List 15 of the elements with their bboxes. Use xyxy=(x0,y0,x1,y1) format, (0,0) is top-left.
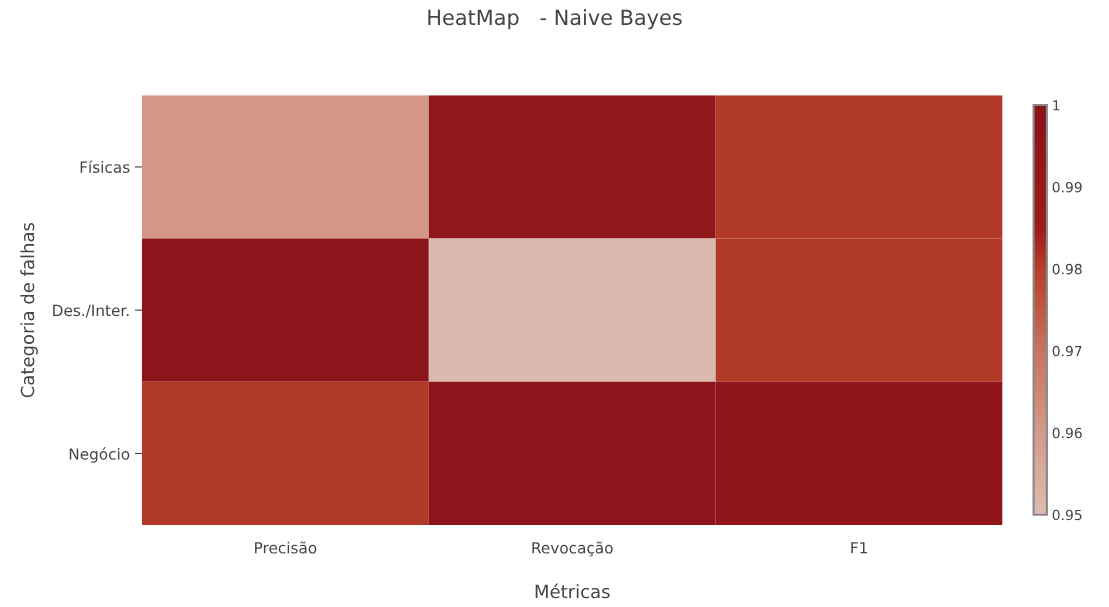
y-tick-label: Físicas xyxy=(80,160,130,173)
color-bar-label: 0.96 xyxy=(1052,427,1082,439)
x-axis-title: Métricas xyxy=(535,583,610,599)
y-tick-label: Des./Inter. xyxy=(53,304,129,318)
x-tick-label: Precisão xyxy=(255,541,317,554)
color-bar-label: 0.95 xyxy=(1052,509,1082,521)
color-bar-label: 0.97 xyxy=(1052,345,1082,357)
y-axis-title: Categoria de falhas xyxy=(20,222,38,398)
y-tick-label: Negócio xyxy=(69,447,130,463)
color-bar-label: 0.98 xyxy=(1052,263,1082,275)
color-bar-label: 0.99 xyxy=(1052,181,1082,193)
x-tick-label: F1 xyxy=(851,542,867,554)
chart-title: HeatMap - Naive Bayes xyxy=(428,9,682,30)
x-tick-label: Revocação xyxy=(532,541,613,557)
color-bar-label: 1 xyxy=(1053,100,1060,111)
